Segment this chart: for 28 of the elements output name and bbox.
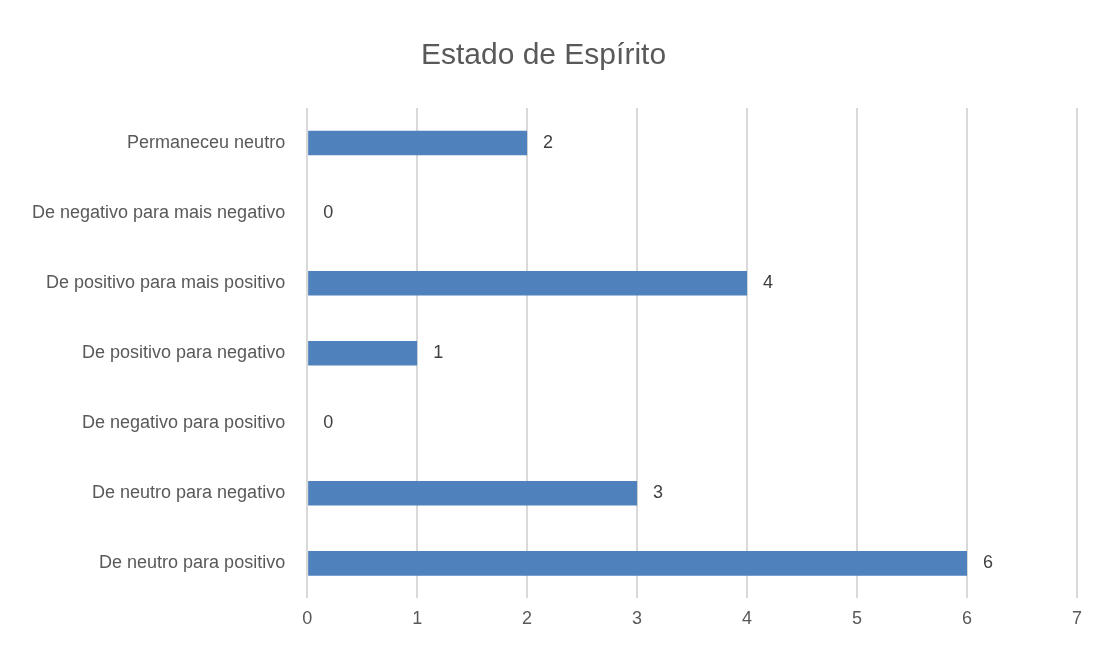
x-tick-label: 3 xyxy=(632,608,643,629)
x-tick-label: 0 xyxy=(302,608,313,629)
x-tick-label: 5 xyxy=(852,608,863,629)
y-tick-label: De positivo para mais positivo xyxy=(46,272,286,293)
bar xyxy=(308,481,638,506)
data-label: 1 xyxy=(433,342,444,363)
x-tick-label: 1 xyxy=(412,608,423,629)
bar xyxy=(308,551,968,576)
x-tick-label: 2 xyxy=(522,608,533,629)
data-label: 0 xyxy=(323,202,334,223)
data-label: 0 xyxy=(323,412,334,433)
y-tick-label: De negativo para mais negativo xyxy=(32,202,286,223)
x-tick-label: 6 xyxy=(962,608,973,629)
bar xyxy=(308,130,528,156)
data-label: 2 xyxy=(543,132,554,152)
data-label: 3 xyxy=(653,482,664,503)
y-tick-label: De positivo para negativo xyxy=(82,342,286,363)
data-label: 4 xyxy=(763,272,774,293)
y-tick-label: De neutro para positivo xyxy=(99,552,286,573)
bar xyxy=(308,270,748,296)
x-tick-label: 4 xyxy=(742,608,753,629)
x-tick-label: 7 xyxy=(1071,608,1083,629)
bar xyxy=(308,340,418,366)
y-tick-label: De neutro para negativo xyxy=(92,482,286,503)
chart-title: Estado de Espírito xyxy=(420,37,667,71)
data-label: 6 xyxy=(983,552,994,573)
y-tick-label: De negativo para positivo xyxy=(82,412,286,433)
y-tick-label: Permaneceu neutro xyxy=(127,132,286,152)
